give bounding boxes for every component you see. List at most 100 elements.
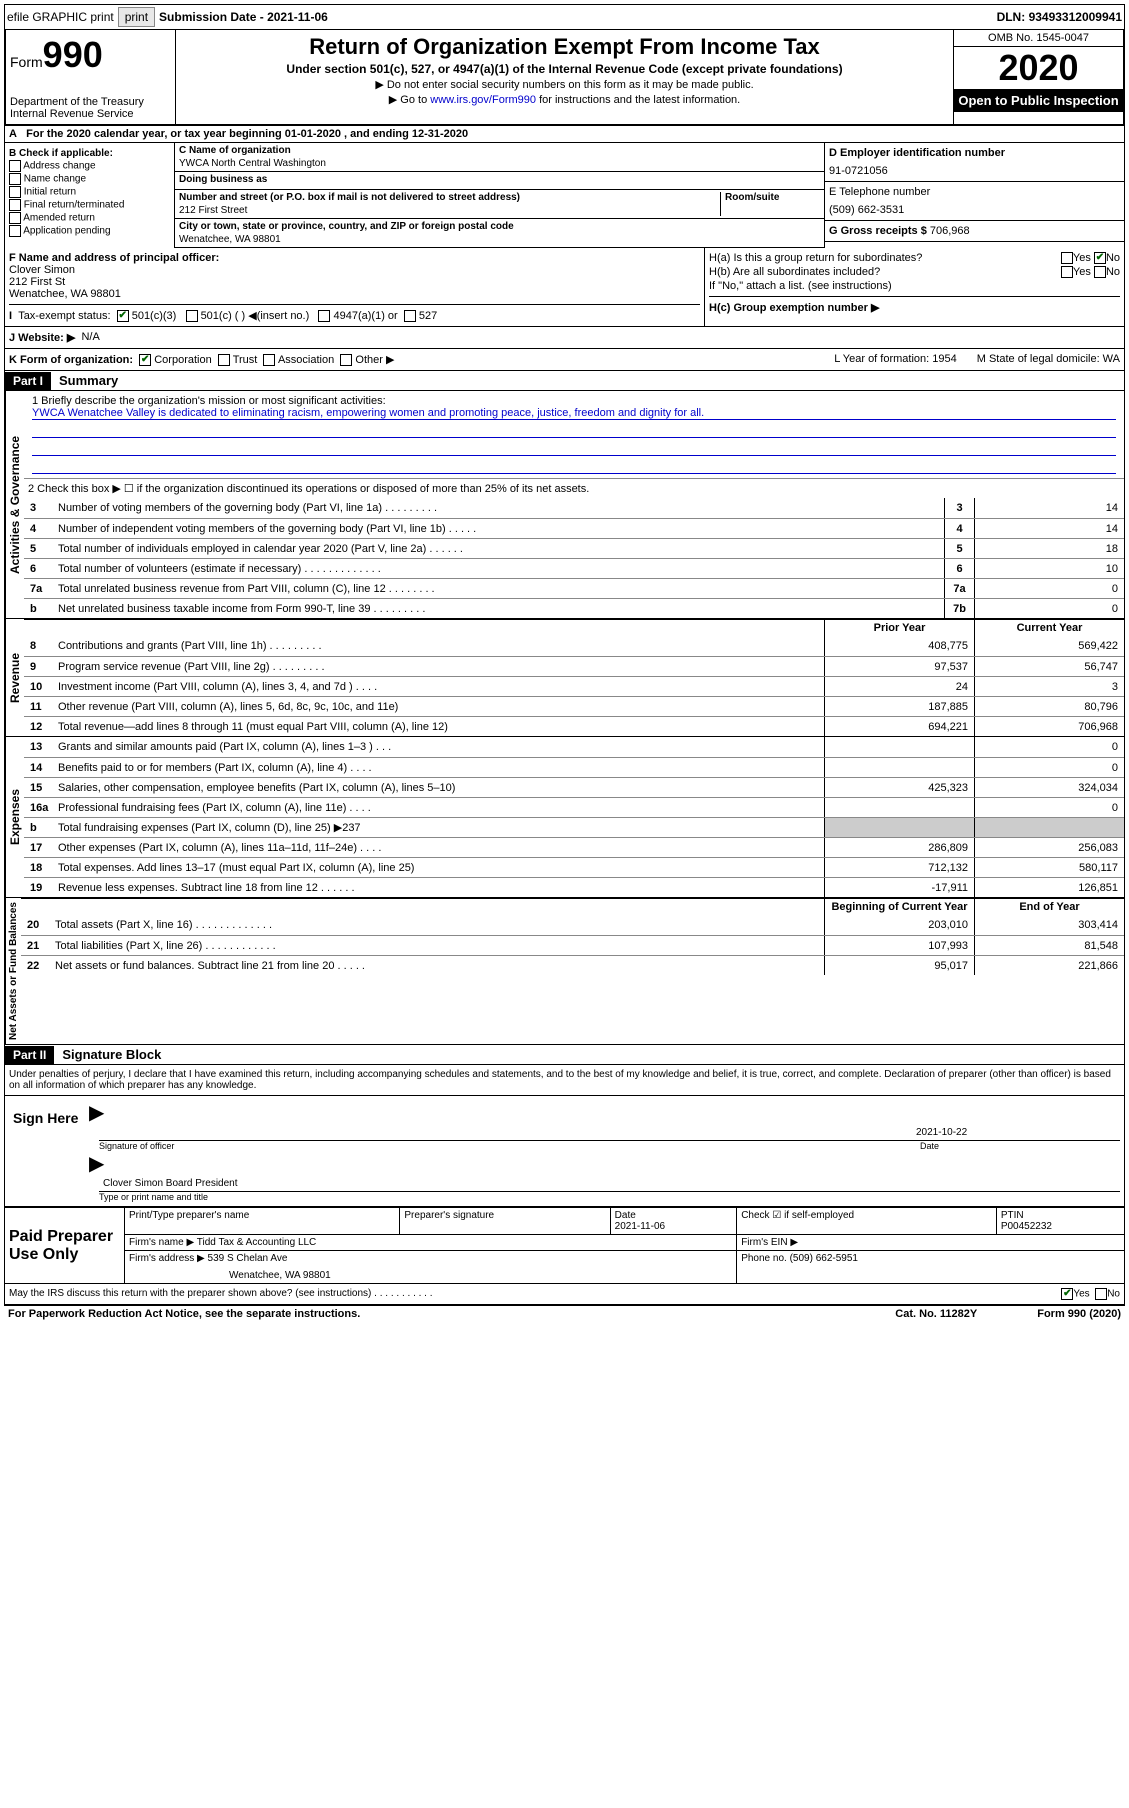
check-amended[interactable]: Amended return: [9, 212, 170, 224]
check-other[interactable]: [340, 354, 352, 366]
summary-line: 18Total expenses. Add lines 13–17 (must …: [24, 857, 1124, 877]
summary-line: 6Total number of volunteers (estimate if…: [24, 558, 1124, 578]
check-trust[interactable]: [218, 354, 230, 366]
page-footer: For Paperwork Reduction Act Notice, see …: [4, 1305, 1125, 1322]
top-grid: B Check if applicable: Address change Na…: [4, 143, 1125, 248]
discuss-yes[interactable]: [1061, 1288, 1073, 1300]
form-note2: ▶ Go to www.irs.gov/Form990 for instruct…: [180, 93, 949, 106]
summary-line: 3Number of voting members of the governi…: [24, 498, 1124, 518]
check-527[interactable]: [404, 310, 416, 322]
org-name-row: C Name of organization YWCA North Centra…: [175, 143, 824, 172]
ha-no[interactable]: [1094, 252, 1106, 264]
topbar: efile GRAPHIC print print Submission Dat…: [4, 4, 1125, 30]
org-name: YWCA North Central Washington: [179, 158, 820, 169]
form-header: Form990 Department of the Treasury Inter…: [4, 30, 1125, 126]
summary-line: 22Net assets or fund balances. Subtract …: [21, 955, 1124, 975]
form-note1: ▶ Do not enter social security numbers o…: [180, 78, 949, 91]
section-a: A For the 2020 calendar year, or tax yea…: [4, 126, 1125, 143]
line-j: J Website: ▶ N/A: [4, 327, 1125, 349]
check-name[interactable]: Name change: [9, 173, 170, 185]
arrow-icon: ▶: [89, 1102, 104, 1124]
ein: 91-0721056: [829, 165, 1120, 177]
column-right: D Employer identification number 91-0721…: [824, 143, 1124, 248]
governance-section: Activities & Governance 1 Briefly descri…: [4, 391, 1125, 619]
summary-line: 7aTotal unrelated business revenue from …: [24, 578, 1124, 598]
section-f: F Name and address of principal officer:…: [5, 248, 704, 326]
check-final[interactable]: Final return/terminated: [9, 199, 170, 211]
sig-officer-line: 2021-10-22: [99, 1125, 1120, 1141]
h-c: H(c) Group exemption number ▶: [709, 296, 1120, 314]
summary-line: 12Total revenue—add lines 8 through 11 (…: [24, 716, 1124, 736]
print-button[interactable]: print: [118, 7, 155, 27]
paid-preparer-label: Paid Preparer Use Only: [5, 1208, 125, 1284]
revenue-label: Revenue: [5, 619, 24, 736]
k-left: K Form of organization: Corporation Trus…: [9, 353, 394, 366]
summary-line: bNet unrelated business taxable income f…: [24, 598, 1124, 618]
arrow-icon: ▶: [89, 1153, 104, 1175]
form-ref: Form 990 (2020): [1037, 1308, 1121, 1320]
k-right: L Year of formation: 1954 M State of leg…: [834, 353, 1120, 366]
line-k: K Form of organization: Corporation Trus…: [4, 349, 1125, 371]
revenue-section: Revenue Prior Year Current Year 8Contrib…: [4, 619, 1125, 737]
form-title: Return of Organization Exempt From Incom…: [180, 34, 949, 60]
sign-here-block: Sign Here ▶ 2021-10-22 Signature of offi…: [4, 1096, 1125, 1207]
check-address[interactable]: Address change: [9, 160, 170, 172]
column-b: B Check if applicable: Address change Na…: [5, 143, 175, 248]
discuss-no[interactable]: [1095, 1288, 1107, 1300]
department: Department of the Treasury Internal Reve…: [10, 96, 171, 120]
irs-link[interactable]: www.irs.gov/Form990: [430, 94, 536, 106]
tax-year: 2020: [954, 47, 1123, 89]
summary-line: 10Investment income (Part VIII, column (…: [24, 676, 1124, 696]
check-initial[interactable]: Initial return: [9, 186, 170, 198]
hb-no[interactable]: [1094, 266, 1106, 278]
netassets-col-hdr: Beginning of Current Year End of Year: [21, 898, 1124, 915]
prep-sig-cell: Preparer's signature: [400, 1208, 610, 1235]
public-inspection: Open to Public Inspection: [954, 89, 1123, 112]
ein-row: D Employer identification number 91-0721…: [825, 143, 1124, 182]
prep-name-cell: Print/Type preparer's name: [125, 1208, 400, 1235]
netassets-section: Net Assets or Fund Balances Beginning of…: [4, 898, 1125, 1045]
summary-line: 13Grants and similar amounts paid (Part …: [24, 737, 1124, 757]
revenue-col-hdr: Prior Year Current Year: [24, 619, 1124, 636]
summary-line: 8Contributions and grants (Part VIII, li…: [24, 636, 1124, 656]
gross-receipts: 706,968: [930, 225, 970, 237]
check-4947[interactable]: [318, 310, 330, 322]
officer-row: F Name and address of principal officer:…: [4, 248, 1125, 327]
gross-receipts-row: G Gross receipts $ 706,968: [825, 221, 1124, 242]
summary-line: 16aProfessional fundraising fees (Part I…: [24, 797, 1124, 817]
dba-row: Doing business as: [175, 172, 824, 190]
part1-header: Part I Summary: [4, 371, 1125, 391]
summary-line: 11Other revenue (Part VIII, column (A), …: [24, 696, 1124, 716]
b-header: B Check if applicable:: [9, 148, 170, 159]
expenses-body: 13Grants and similar amounts paid (Part …: [24, 737, 1124, 897]
check-corp[interactable]: [139, 354, 151, 366]
officer-name-line: Clover Simon Board President: [99, 1176, 1120, 1192]
paid-preparer-table: Paid Preparer Use Only Print/Type prepar…: [4, 1207, 1125, 1284]
paperwork-notice: For Paperwork Reduction Act Notice, see …: [8, 1308, 360, 1320]
check-501c[interactable]: [186, 310, 198, 322]
expenses-section: Expenses 13Grants and similar amounts pa…: [4, 737, 1125, 898]
part2-header: Part II Signature Block: [4, 1045, 1125, 1065]
efile-label: efile GRAPHIC print: [7, 10, 114, 24]
form-subtitle: Under section 501(c), 527, or 4947(a)(1)…: [180, 62, 949, 76]
firm-addr-cell: Firm's address ▶ 539 S Chelan Ave Wenatc…: [125, 1251, 737, 1284]
h-b: H(b) Are all subordinates included? Yes …: [709, 266, 1120, 278]
ptin-cell: PTINP00452232: [996, 1208, 1124, 1235]
summary-line: 20Total assets (Part X, line 16) . . . .…: [21, 915, 1124, 935]
check-501c3[interactable]: [117, 310, 129, 322]
netassets-label: Net Assets or Fund Balances: [5, 898, 21, 1044]
dln: DLN: 93493312009941: [997, 10, 1122, 24]
line-2: 2 Check this box ▶ ☐ if the organization…: [24, 478, 1124, 498]
mission-block: 1 Briefly describe the organization's mi…: [24, 391, 1124, 478]
discuss-row: May the IRS discuss this return with the…: [4, 1284, 1125, 1305]
check-pending[interactable]: Application pending: [9, 225, 170, 237]
header-left: Form990 Department of the Treasury Inter…: [6, 30, 176, 124]
check-assoc[interactable]: [263, 354, 275, 366]
hb-yes[interactable]: [1061, 266, 1073, 278]
firm-ein-cell: Firm's EIN ▶: [737, 1235, 1125, 1251]
governance-label: Activities & Governance: [5, 391, 24, 618]
ha-yes[interactable]: [1061, 252, 1073, 264]
firm-phone-cell: Phone no. (509) 662-5951: [737, 1251, 1125, 1284]
sign-here-label: Sign Here: [9, 1100, 89, 1202]
column-c: C Name of organization YWCA North Centra…: [175, 143, 824, 248]
